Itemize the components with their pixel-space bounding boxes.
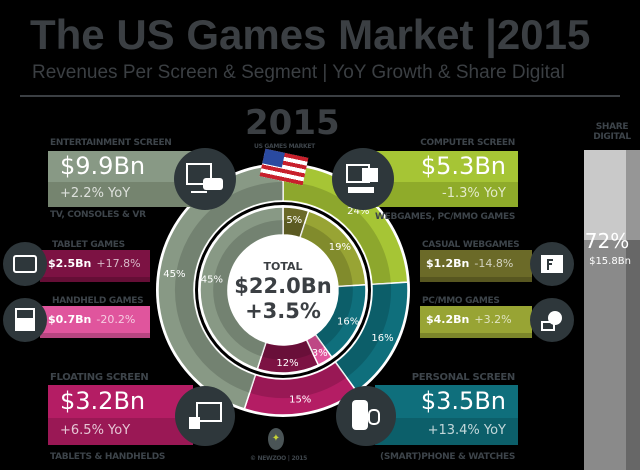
total-growth: +3.5% [245,299,321,323]
outer-ring-slice-shade-1 [335,283,392,378]
personal-sub: (SMART)PHONE & WATCHES [380,452,515,462]
entertainment-box: $9.9Bn +2.2% YoY [48,151,193,207]
inner-ring-slice-shade-1 [299,223,353,287]
inner-ring-slice-shade-0 [282,220,305,237]
donut-chart: 24% 16% 15% 45% 5% 19% 16% 3% 12% 45% [156,163,410,417]
webgame-browser-icon [530,242,574,286]
floating-label: FLOATING SCREEN [50,372,149,383]
personal-yoy: +13.4% YoY [375,417,518,445]
tablet-box: $2.5Bn +17.8% [40,250,150,282]
casual-value: $1.2Bn [426,257,470,270]
outer-ring-label-3: 45% [163,269,185,280]
share-value: $15.8Bn [589,256,631,267]
pc-mmo-icon [530,298,574,342]
outer-ring-label-1: 16% [371,333,393,344]
floating-sub: TABLETS & HANDHELDS [50,452,166,462]
total-summary: TOTAL $22.0Bn +3.5% [213,260,353,324]
outer-ring-label-2: 15% [289,395,311,406]
inner-ring-label-2: 16% [337,317,359,328]
pcmmo-box: $4.2Bn +3.2% [420,306,532,338]
entertainment-value: $9.9Bn [48,151,193,182]
total-value: $22.0Bn [234,274,332,298]
pcmmo-label: PC/MMO GAMES [422,296,500,306]
year-caption: US GAMES MARKET [254,143,315,150]
pcmmo-value: $4.2Bn [426,313,470,326]
inner-ring-label-4: 12% [276,358,298,369]
computer-box: $5.3Bn -1.3% YoY [375,151,518,207]
newzoo-logo-icon: ✦ [268,428,284,450]
credit: © NEWZOO | 2015 [250,455,307,462]
tablet-label: TABLET GAMES [52,240,125,250]
inner-ring-slice-shade-3 [306,335,325,354]
floating-value: $3.2Bn [48,385,193,418]
outer-ring-slice-shade-3 [174,181,284,393]
floating-box: $3.2Bn +6.5% YoY [48,385,193,445]
inner-ring-slice-shade-4 [261,340,313,360]
casual-label: CASUAL WEBGAMES [422,240,520,250]
share-nondigital-fill [584,150,640,240]
inner-ring-slice-shade-5 [213,220,284,357]
computer-sub: WEBGAMES, PC/MMO GAMES [375,212,515,222]
inner-ring-label-1: 19% [329,242,351,253]
share-digital-label: SHARE DIGITAL [584,122,640,142]
entertainment-yoy: +2.2% YoY [48,181,193,207]
inner-ring-label-3: 3% [312,348,328,359]
share-percent: 72% [584,229,630,253]
handheld-box: $0.7Bn -20.2% [40,306,150,338]
entertainment-sub: TV, CONSOLES & VR [50,210,146,220]
tv-vr-icon [174,148,236,210]
personal-box: $3.5Bn +13.4% YoY [375,385,518,445]
share-label-2: DIGITAL [593,132,631,142]
handheld-console-icon [3,298,47,342]
outer-ring-slice-shade-0 [282,181,391,285]
handheld-value: $0.7Bn [48,313,92,326]
smartphone-watch-icon [336,386,396,446]
tablet-icon [3,242,47,286]
handheld-yoy: -20.2% [96,313,136,326]
inner-ring-label-5: 45% [201,275,223,286]
share-label-1: SHARE [595,122,629,132]
page-title: The US Games Market |2015 [30,11,591,58]
casual-box: $1.2Bn -14.8% [420,250,532,282]
floating-yoy: +6.5% YoY [48,417,193,445]
computer-value: $5.3Bn [375,151,518,182]
total-label: TOTAL [263,260,303,273]
tablet-value: $2.5Bn [48,257,92,270]
page-subtitle: Revenues Per Screen & Segment | YoY Grow… [32,62,565,83]
tablet-yoy: +17.8% [96,257,141,270]
inner-ring-slice-shade-2 [315,285,353,347]
tablet-handheld-icon [175,386,235,446]
inner-ring-label-0: 5% [286,215,302,226]
divider [20,95,620,97]
share-digital-bar: 72% $15.8Bn [584,150,640,470]
personal-value: $3.5Bn [375,385,518,418]
computer-yoy: -1.3% YoY [375,181,518,207]
bar-shade [626,150,640,470]
inner-ring-slice-5 [199,206,284,370]
computer-icon [332,148,394,210]
computer-label: COMPUTER SCREEN [420,138,515,148]
casual-yoy: -14.8% [474,257,514,270]
outer-ring-slice-shade-2 [249,362,347,399]
outer-ring-label-0: 24% [347,206,369,217]
handheld-label: HANDHELD GAMES [52,296,144,306]
year-heading: 2015 [245,103,340,143]
pcmmo-yoy: +3.2% [474,313,512,326]
entertainment-label: ENTERTAINMENT SCREEN [50,138,172,148]
personal-label: PERSONAL SCREEN [411,372,516,383]
